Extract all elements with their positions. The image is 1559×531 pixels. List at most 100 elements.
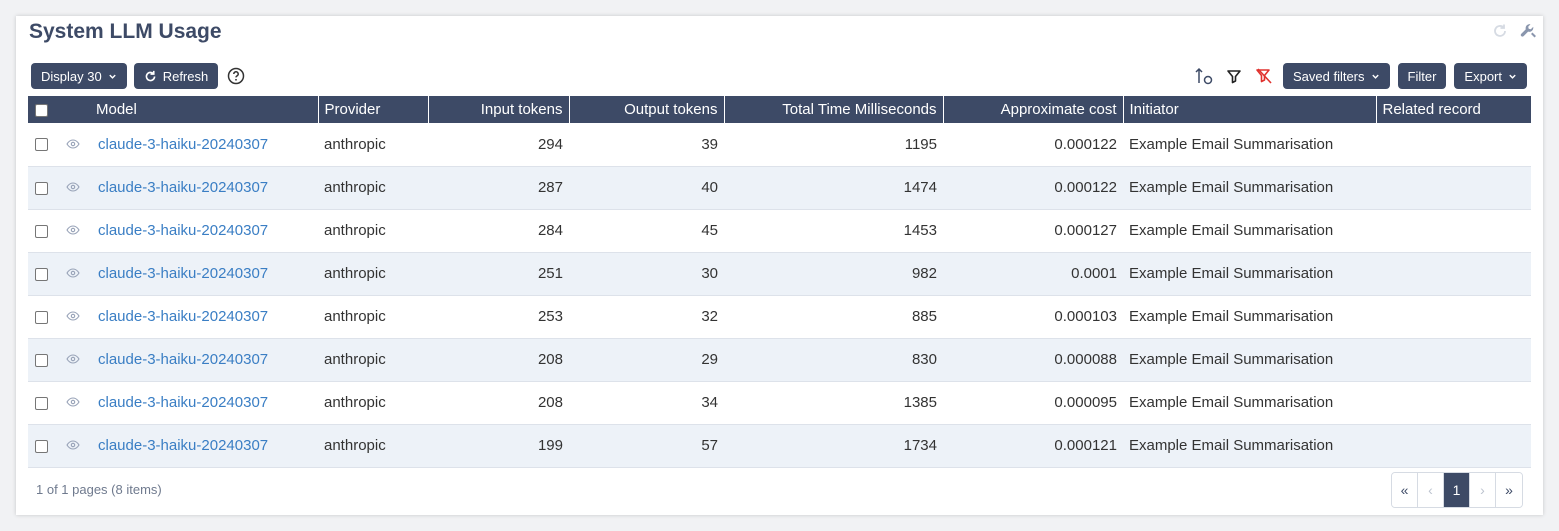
toolbar-right: Saved filters Filter Export bbox=[1193, 63, 1527, 89]
eye-icon[interactable] bbox=[55, 252, 90, 295]
eye-icon[interactable] bbox=[55, 424, 90, 467]
row-checkbox[interactable] bbox=[35, 181, 48, 195]
row-select-cell bbox=[28, 295, 55, 338]
table-row: claude-3-haiku-20240307 anthropic 284 45 145… bbox=[28, 209, 1531, 252]
eye-icon[interactable] bbox=[55, 381, 90, 424]
eye-icon[interactable] bbox=[55, 338, 90, 381]
refresh-button[interactable]: Refresh bbox=[133, 63, 219, 89]
output-tokens-cell: 29 bbox=[701, 351, 718, 368]
display-count-label: Display 30 bbox=[41, 68, 102, 84]
related-record-cell bbox=[1376, 424, 1531, 467]
saved-filters-label: Saved filters bbox=[1292, 68, 1365, 84]
provider-cell: anthropic bbox=[324, 351, 386, 368]
column-header-input-tokens[interactable]: Input tokens bbox=[428, 96, 570, 123]
input-tokens-cell: 208 bbox=[537, 394, 563, 411]
total-time-cell: 982 bbox=[911, 265, 937, 282]
display-count-button[interactable]: Display 30 bbox=[31, 63, 127, 89]
sort-order-icon[interactable] bbox=[1193, 65, 1215, 87]
saved-filters-button[interactable]: Saved filters bbox=[1282, 63, 1390, 89]
related-record-cell bbox=[1376, 252, 1531, 295]
row-checkbox[interactable] bbox=[35, 353, 48, 367]
export-button[interactable]: Export bbox=[1454, 63, 1527, 89]
model-link[interactable]: claude-3-haiku-20240307 bbox=[98, 437, 269, 454]
total-time-cell: 1195 bbox=[904, 135, 937, 153]
chevron-down-icon bbox=[1509, 74, 1516, 79]
eye-icon[interactable] bbox=[55, 123, 90, 166]
model-cell: claude-3-haiku-20240307 bbox=[90, 166, 318, 209]
row-checkbox[interactable] bbox=[35, 138, 48, 152]
eye-icon[interactable] bbox=[55, 209, 90, 252]
table-row: claude-3-haiku-20240307 anthropic 294 39 119… bbox=[28, 123, 1531, 166]
row-select-cell bbox=[28, 209, 55, 252]
initiator-cell: Example Email Summarisation bbox=[1129, 394, 1334, 411]
next-page-button[interactable]: › bbox=[1470, 473, 1496, 507]
input-tokens-cell: 208 bbox=[537, 351, 563, 368]
initiator-cell: Example Email Summarisation bbox=[1129, 179, 1334, 196]
page-1-button[interactable]: 1 bbox=[1444, 473, 1470, 507]
model-cell: claude-3-haiku-20240307 bbox=[90, 338, 318, 381]
cost-cell: 0.000122 bbox=[1054, 135, 1117, 153]
model-link[interactable]: claude-3-haiku-20240307 bbox=[98, 222, 269, 239]
model-link[interactable]: claude-3-haiku-20240307 bbox=[98, 351, 269, 368]
column-header-cost[interactable]: Approximate cost bbox=[943, 96, 1124, 123]
output-tokens-cell: 40 bbox=[701, 179, 718, 196]
total-time-cell: 885 bbox=[911, 308, 937, 325]
column-header-provider[interactable]: Provider bbox=[318, 96, 429, 123]
view-header bbox=[55, 96, 90, 123]
model-link[interactable]: claude-3-haiku-20240307 bbox=[98, 265, 269, 282]
table-row: claude-3-haiku-20240307 anthropic 251 30 982… bbox=[28, 252, 1531, 295]
related-record-cell bbox=[1376, 295, 1531, 338]
total-time-cell: 1385 bbox=[903, 394, 937, 411]
row-checkbox[interactable] bbox=[35, 267, 48, 281]
prev-page-button[interactable]: ‹ bbox=[1418, 473, 1444, 507]
row-checkbox[interactable] bbox=[35, 439, 48, 453]
table-row: claude-3-haiku-20240307 anthropic 287 40 147… bbox=[28, 166, 1531, 209]
cost-cell: 0.000121 bbox=[1054, 437, 1117, 454]
related-record-cell bbox=[1376, 166, 1531, 209]
column-header-related[interactable]: Related record bbox=[1382, 101, 1481, 118]
row-checkbox[interactable] bbox=[35, 310, 48, 324]
select-all-cell bbox=[28, 96, 55, 123]
filter-icon[interactable] bbox=[1223, 65, 1245, 87]
wrench-icon[interactable] bbox=[1519, 22, 1537, 40]
clear-filter-icon[interactable] bbox=[1253, 65, 1275, 87]
last-page-button[interactable]: » bbox=[1496, 473, 1522, 507]
row-checkbox[interactable] bbox=[35, 224, 48, 238]
eye-icon[interactable] bbox=[55, 295, 90, 338]
model-link[interactable]: claude-3-haiku-20240307 bbox=[98, 394, 269, 411]
row-select-cell bbox=[28, 123, 55, 166]
related-record-cell bbox=[1376, 123, 1531, 166]
column-header-total-time[interactable]: Total Time Milliseconds bbox=[724, 96, 944, 123]
toolbar-left: Display 30 Refresh bbox=[31, 63, 247, 89]
refresh-icon[interactable] bbox=[1491, 22, 1509, 40]
model-link[interactable]: claude-3-haiku-20240307 bbox=[98, 179, 269, 196]
provider-cell: anthropic bbox=[324, 222, 386, 239]
help-circle-icon[interactable] bbox=[225, 65, 247, 87]
usage-panel: System LLM Usage Display 30 Refresh bbox=[16, 16, 1543, 515]
provider-cell: anthropic bbox=[324, 135, 386, 153]
filter-button[interactable]: Filter bbox=[1397, 63, 1447, 89]
first-page-button[interactable]: « bbox=[1392, 473, 1418, 507]
related-record-cell bbox=[1376, 209, 1531, 252]
input-tokens-cell: 287 bbox=[537, 179, 563, 196]
row-select-cell bbox=[28, 338, 55, 381]
row-checkbox[interactable] bbox=[35, 396, 48, 410]
provider-cell: anthropic bbox=[324, 394, 386, 411]
output-tokens-cell: 39 bbox=[701, 135, 718, 153]
chevron-down-icon bbox=[108, 74, 116, 79]
input-tokens-cell: 253 bbox=[537, 308, 563, 325]
refresh-label: Refresh bbox=[162, 68, 209, 84]
select-all-checkbox[interactable] bbox=[35, 103, 48, 117]
row-select-cell bbox=[28, 424, 55, 467]
table-row: claude-3-haiku-20240307 anthropic 208 29 830… bbox=[28, 338, 1531, 381]
column-header-initiator[interactable]: Initiator bbox=[1123, 96, 1377, 123]
eye-icon[interactable] bbox=[55, 166, 90, 209]
model-link[interactable]: claude-3-haiku-20240307 bbox=[98, 135, 269, 153]
total-time-cell: 1734 bbox=[903, 437, 937, 454]
column-header-output-tokens[interactable]: Output tokens bbox=[569, 96, 725, 123]
model-cell: claude-3-haiku-20240307 bbox=[90, 209, 318, 252]
column-header-model[interactable]: Model bbox=[90, 96, 319, 123]
model-link[interactable]: claude-3-haiku-20240307 bbox=[98, 308, 269, 325]
row-select-cell bbox=[28, 166, 55, 209]
total-time-cell: 1453 bbox=[903, 222, 937, 239]
